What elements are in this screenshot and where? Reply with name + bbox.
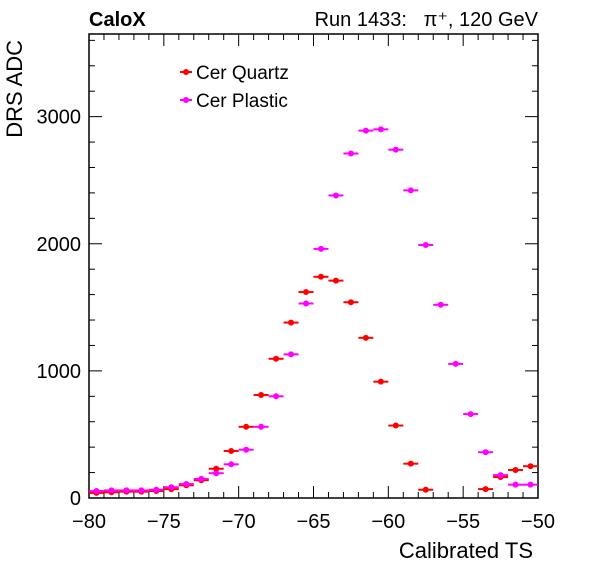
data-point xyxy=(407,460,414,467)
header-left-label: CaloX xyxy=(89,9,146,31)
data-point xyxy=(317,273,324,280)
data-point xyxy=(437,301,444,308)
y-axis-label: DRS ADC xyxy=(2,40,27,138)
data-point xyxy=(243,446,250,453)
data-point xyxy=(362,127,369,134)
data-point xyxy=(512,481,519,488)
data-point xyxy=(497,472,504,479)
data-point xyxy=(377,378,384,385)
data-point xyxy=(332,192,339,199)
x-tick-label: −80 xyxy=(72,511,106,533)
data-point xyxy=(347,150,354,157)
legend: Cer Quartz Cer Plastic xyxy=(180,63,289,112)
x-tick-label: −70 xyxy=(222,511,256,533)
legend-label: Cer Plastic xyxy=(196,91,288,112)
y-tick-label: 3000 xyxy=(37,107,82,129)
data-point xyxy=(108,487,115,494)
x-tick-label: −65 xyxy=(297,511,331,533)
data-point xyxy=(332,277,339,284)
data-point xyxy=(392,146,399,153)
data-point xyxy=(422,486,429,493)
data-point xyxy=(303,300,310,307)
data-point xyxy=(183,481,190,488)
data-point xyxy=(482,449,489,456)
data-point xyxy=(228,461,235,468)
legend-marker xyxy=(183,97,189,103)
data-point xyxy=(198,475,205,482)
data-point xyxy=(258,423,265,430)
x-tick-label: −55 xyxy=(446,511,480,533)
data-point xyxy=(153,486,160,493)
data-point xyxy=(527,463,534,470)
y-tick-label: 1000 xyxy=(37,361,82,383)
data-point xyxy=(467,411,474,418)
data-point xyxy=(377,126,384,133)
data-point xyxy=(273,393,280,400)
data-point xyxy=(138,487,145,494)
data-point xyxy=(288,351,295,358)
series-layer xyxy=(89,126,538,496)
data-point xyxy=(93,488,100,495)
data-point xyxy=(482,486,489,493)
data-point xyxy=(168,484,175,491)
data-point xyxy=(347,299,354,306)
data-point xyxy=(407,187,414,194)
y-tick-label: 0 xyxy=(70,488,81,510)
x-axis-label: Calibrated TS xyxy=(399,538,533,563)
data-point xyxy=(123,487,130,494)
legend-marker xyxy=(183,69,189,75)
data-point xyxy=(273,355,280,362)
data-point xyxy=(422,242,429,249)
data-point xyxy=(362,334,369,341)
data-point xyxy=(288,319,295,326)
data-point xyxy=(512,467,519,474)
data-point xyxy=(452,360,459,367)
x-tick-label: −60 xyxy=(371,511,405,533)
data-point xyxy=(317,245,324,252)
data-point xyxy=(303,289,310,296)
series-0 xyxy=(89,273,538,496)
data-point xyxy=(228,447,235,454)
x-tick-label: −50 xyxy=(521,511,555,533)
axis-ticks: −80 −75 −70 −65 −60 −55 −50 0 1000 2000 3000 xyxy=(37,34,555,533)
data-point xyxy=(527,481,534,488)
data-point xyxy=(392,422,399,429)
data-point xyxy=(213,470,220,477)
x-tick-label: −75 xyxy=(147,511,181,533)
data-point xyxy=(213,465,220,472)
header-right-label: Run 1433: π⁺, 120 GeV xyxy=(315,9,539,31)
data-point xyxy=(243,423,250,430)
plot-frame xyxy=(88,33,539,499)
y-tick-label: 2000 xyxy=(37,234,82,256)
series-1 xyxy=(89,126,538,495)
legend-label: Cer Quartz xyxy=(196,63,289,84)
data-point xyxy=(258,392,265,399)
